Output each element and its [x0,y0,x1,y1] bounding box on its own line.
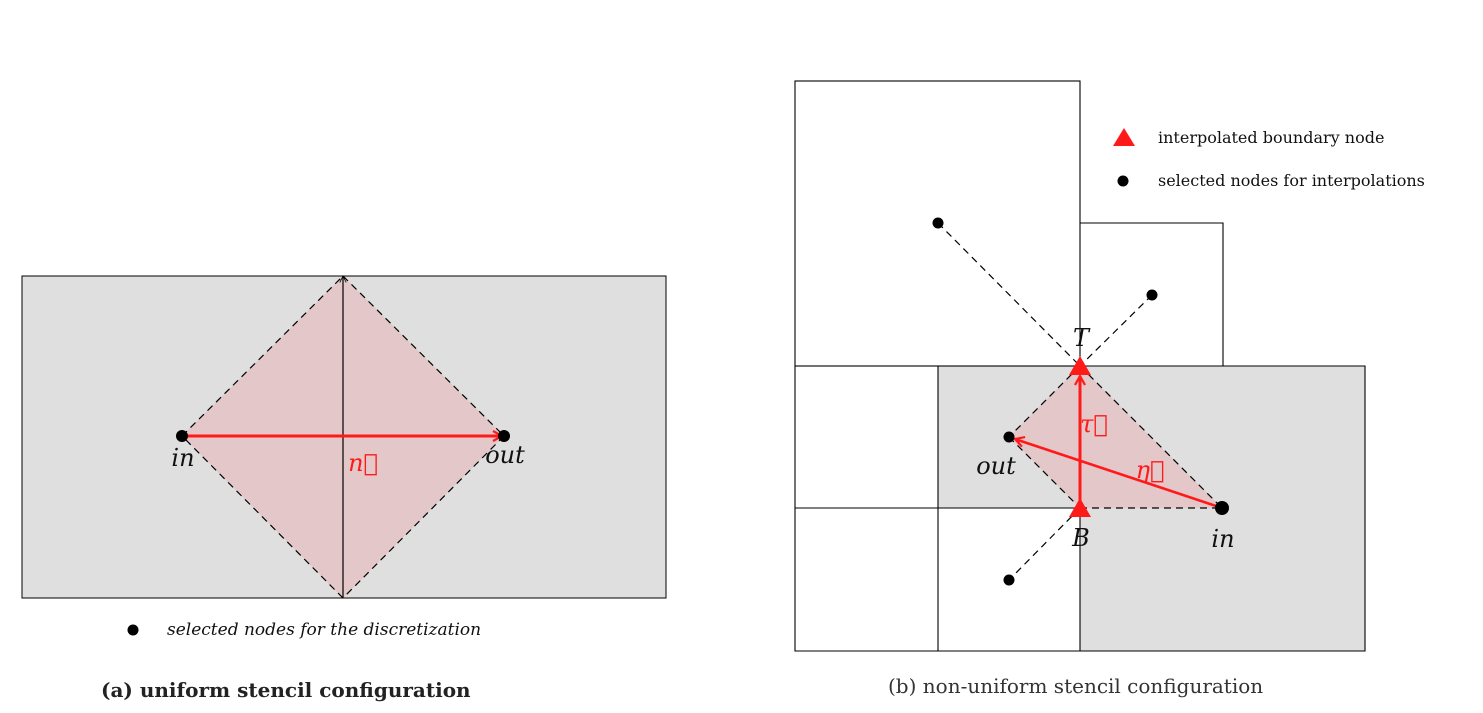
interpolation-dashed-lines [937,222,1223,581]
boundary-node-T [1069,356,1091,375]
legend-text-a: selected nodes for the discretization [167,620,481,640]
panel-a: in out n⃗ selected nodes for the discret… [21,275,667,702]
label-out-a: out [485,441,525,469]
label-in-b: in [1211,525,1234,553]
legend-triangle-icon [1113,128,1135,146]
node-out-b [1003,431,1015,443]
boundary-node-B [1069,498,1091,517]
node-out-a [498,430,510,442]
stencil-quad [1009,366,1222,508]
stencil-dashed-edges [181,275,505,599]
label-T: T [1073,324,1091,352]
label-in-a: in [171,444,194,472]
label-out-b: out [976,452,1016,480]
label-B: B [1071,524,1090,552]
legend-dot-b [1117,175,1129,187]
node-in-a [176,430,188,442]
label-tau-vector: τ⃗ [1080,410,1108,438]
legend-triangle-text: interpolated boundary node [1158,128,1384,147]
interp-node-bottom-left [1003,574,1015,586]
eta-vector-arrow [1015,439,1223,510]
cell-gray-lower [1080,508,1365,651]
caption-a: (a) uniform stencil configuration [101,678,471,702]
legend-dot-a [127,624,139,636]
caption-b: (b) non-uniform stencil configuration [888,674,1263,698]
label-normal-vector: n⃗ [348,449,378,477]
label-eta-vector: η⃗ [1136,456,1165,484]
interp-node-top-left [932,217,944,229]
grid-lines [794,80,1366,652]
panel-b: T B out in τ⃗ η⃗ interpolated boundary n… [794,80,1425,698]
legend-dot-text-b: selected nodes for interpolations [1158,171,1425,190]
interp-node-top-right [1146,289,1158,301]
node-in-b [1215,501,1229,515]
